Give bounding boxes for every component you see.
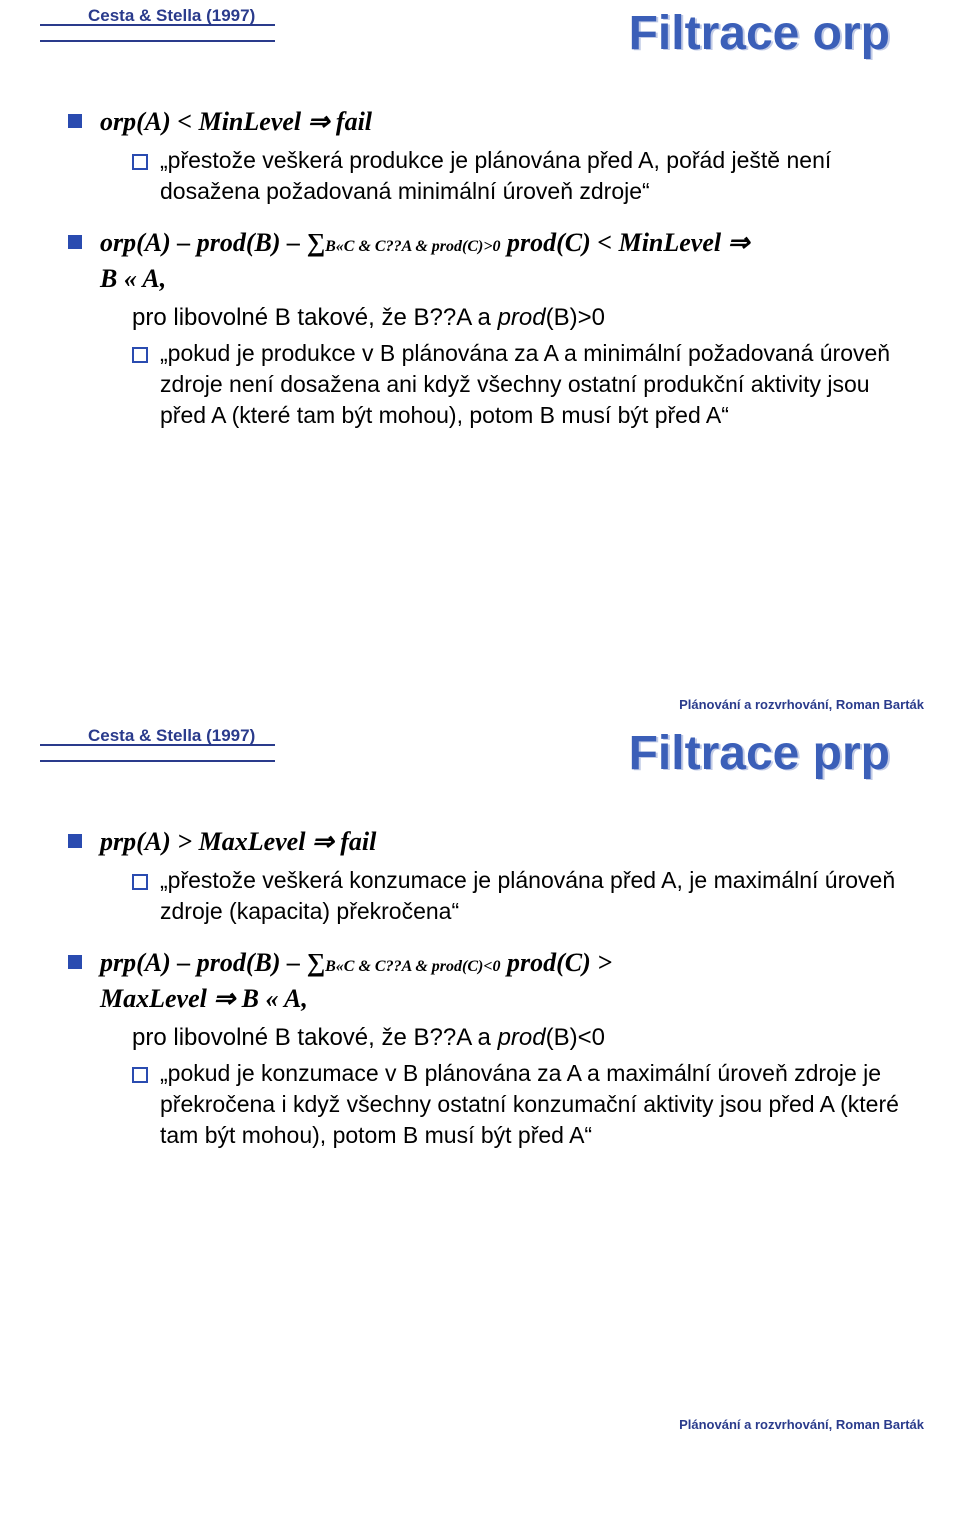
rule2-condition: pro libovolné B takové, že B??A a prod(B…: [132, 302, 920, 334]
slide-top: Cesta & Stella (1997) Filtrace orp orp(A…: [0, 0, 960, 720]
slide-footer: Plánování a rozvrhování, Roman Barták: [679, 697, 924, 712]
bullet-square-icon: [68, 955, 82, 969]
bullet-rule-1: prp(A) > MaxLevel ⇒ fail: [60, 824, 920, 859]
rule2-plain-suffix: (B)>0: [546, 304, 605, 331]
slide-content: prp(A) > MaxLevel ⇒ fail „přestože veške…: [40, 824, 920, 1152]
header-row: Cesta & Stella (1997) Filtrace orp: [40, 0, 920, 88]
rule2-plain: pro libovolné B takové, že B??A a: [132, 304, 498, 331]
rule2-desc: „pokud je konzumace v B plánována za A a…: [132, 1058, 920, 1151]
rule2-line1: orp(A) – prod(B) – ∑B«C & C??A & prod(C)…: [100, 228, 749, 257]
rule2-desc: „pokud je produkce v B plánována za A a …: [132, 338, 920, 431]
bullet-square-icon: [68, 235, 82, 249]
slide-content: orp(A) < MinLevel ⇒ fail „přestože veške…: [40, 104, 920, 432]
rule2-prefix: prp(A) – prod(B) –: [100, 948, 307, 977]
rule1-desc: „přestože veškerá konzumace je plánována…: [132, 865, 920, 927]
sigma: ∑: [307, 948, 326, 977]
rule2-sub: B«C & C??A & prod(C)>0: [325, 238, 500, 255]
citation-bar: [40, 744, 275, 762]
sigma: ∑: [307, 228, 326, 257]
rule2-suffix: prod(C) < MinLevel ⇒: [500, 228, 749, 257]
slide-footer: Plánování a rozvrhování, Roman Barták: [679, 1417, 924, 1432]
rule2-line1: prp(A) – prod(B) – ∑B«C & C??A & prod(C)…: [100, 948, 612, 977]
bullet-rule-1: orp(A) < MinLevel ⇒ fail: [60, 104, 920, 139]
rule2-prefix: orp(A) – prod(B) –: [100, 228, 307, 257]
rule2-plain-suffix: (B)<0: [546, 1024, 605, 1051]
citation-label: Cesta & Stella (1997): [88, 6, 255, 26]
rule1-text: orp(A) < MinLevel ⇒ fail: [100, 107, 372, 136]
rule2-plain-it: prod: [498, 304, 546, 331]
rule2-suffix: prod(C) >: [500, 948, 612, 977]
rule2-line2: B « A,: [100, 261, 920, 296]
rule1-desc: „přestože veškerá produkce je plánována …: [132, 145, 920, 207]
rule2-plain-it: prod: [498, 1024, 546, 1051]
rule2-line2: MaxLevel ⇒ B « A,: [100, 981, 920, 1016]
citation-bar: [40, 24, 275, 42]
bullet-square-icon: [68, 834, 82, 848]
slide-bottom: Cesta & Stella (1997) Filtrace prp prp(A…: [0, 720, 960, 1440]
bullet-rule-2: prp(A) – prod(B) – ∑B«C & C??A & prod(C)…: [60, 945, 920, 1015]
header-row: Cesta & Stella (1997) Filtrace prp: [40, 720, 920, 808]
rule2-plain: pro libovolné B takové, že B??A a: [132, 1024, 498, 1051]
rule2-sub: B«C & C??A & prod(C)<0: [325, 958, 500, 975]
bullet-square-icon: [68, 114, 82, 128]
rule1-text: prp(A) > MaxLevel ⇒ fail: [100, 827, 376, 856]
slide-title: Filtrace prp: [629, 726, 890, 781]
citation-label: Cesta & Stella (1997): [88, 726, 255, 746]
rule2-condition: pro libovolné B takové, že B??A a prod(B…: [132, 1022, 920, 1054]
bullet-rule-2: orp(A) – prod(B) – ∑B«C & C??A & prod(C)…: [60, 225, 920, 295]
slide-title: Filtrace orp: [629, 6, 890, 61]
